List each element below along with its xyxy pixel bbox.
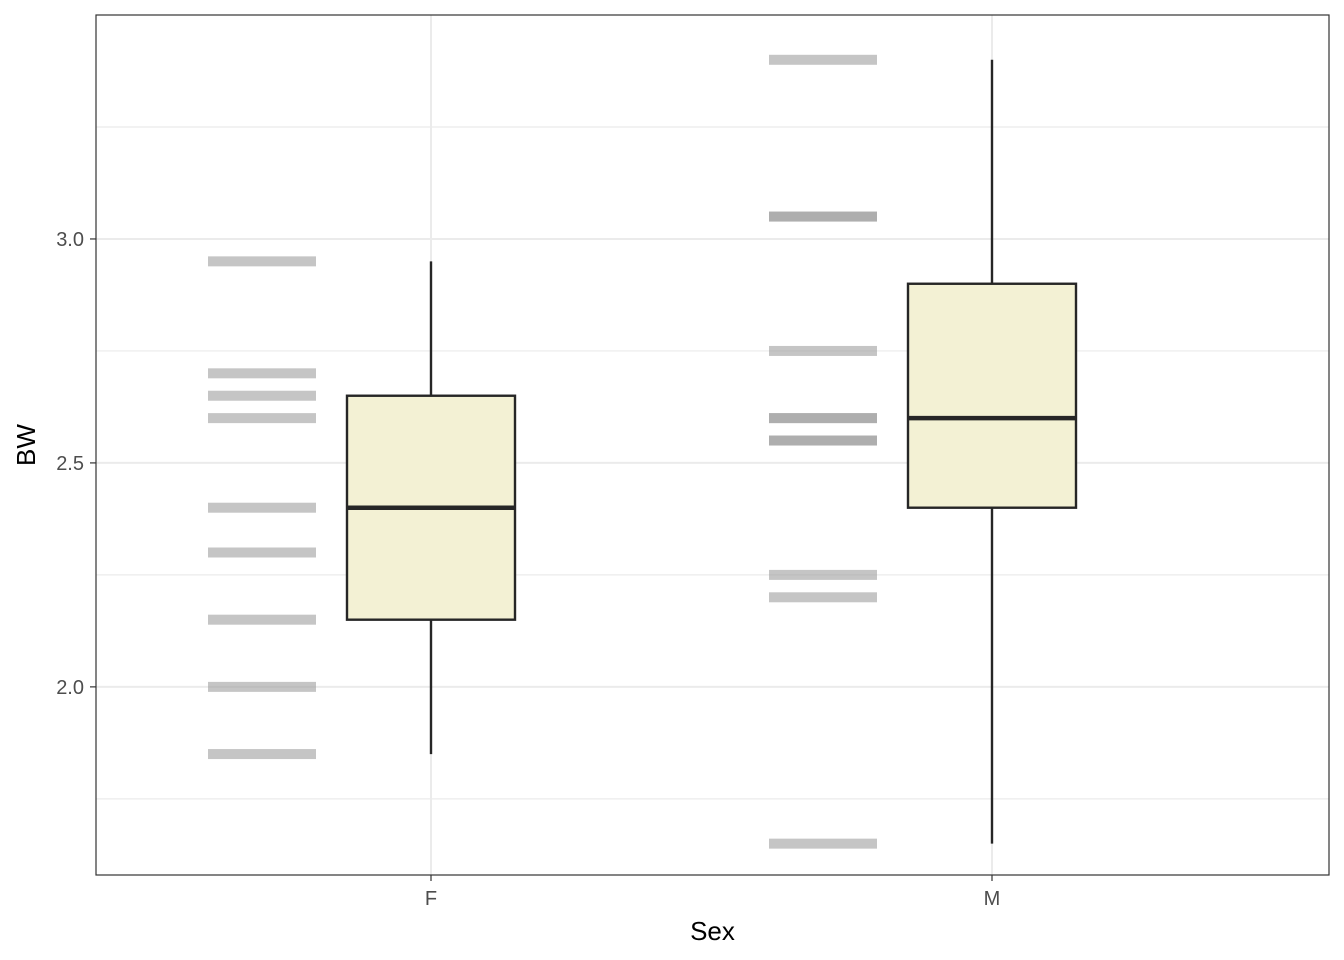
rug-mark [769,838,877,849]
box-m [906,59,1078,844]
rug-mark [208,749,316,760]
grid-lines [96,15,1329,875]
rug-mark [208,256,316,267]
boxes [345,59,1078,844]
x-tick-label: F [425,888,437,910]
box-body [906,282,1078,509]
box-f [345,261,517,755]
y-tick-label: 2.0 [56,677,84,699]
rug-mark [208,614,316,625]
rug-mark [769,211,877,222]
rug-mark [769,435,877,446]
y-axis-title: BW [11,424,41,466]
y-tick-label: 2.5 [56,453,84,475]
rug-mark [208,413,316,424]
rug-mark [769,413,877,424]
rug-mark [769,345,877,356]
y-axis-ticks: 2.0 2.5 3.0 [56,229,96,699]
rug-mark [769,592,877,603]
rug-mark [769,54,877,65]
rug-marks [208,54,877,849]
rug-mark [208,368,316,379]
rug-mark [208,547,316,558]
x-axis-title: Sex [690,916,735,946]
rug-mark [208,390,316,401]
rug-mark [208,681,316,692]
plot-panel-border [95,14,1330,876]
y-tick-label: 3.0 [56,229,84,251]
rug-mark [769,569,877,580]
x-tick-label: M [984,888,1001,910]
rug-mark [208,502,316,513]
